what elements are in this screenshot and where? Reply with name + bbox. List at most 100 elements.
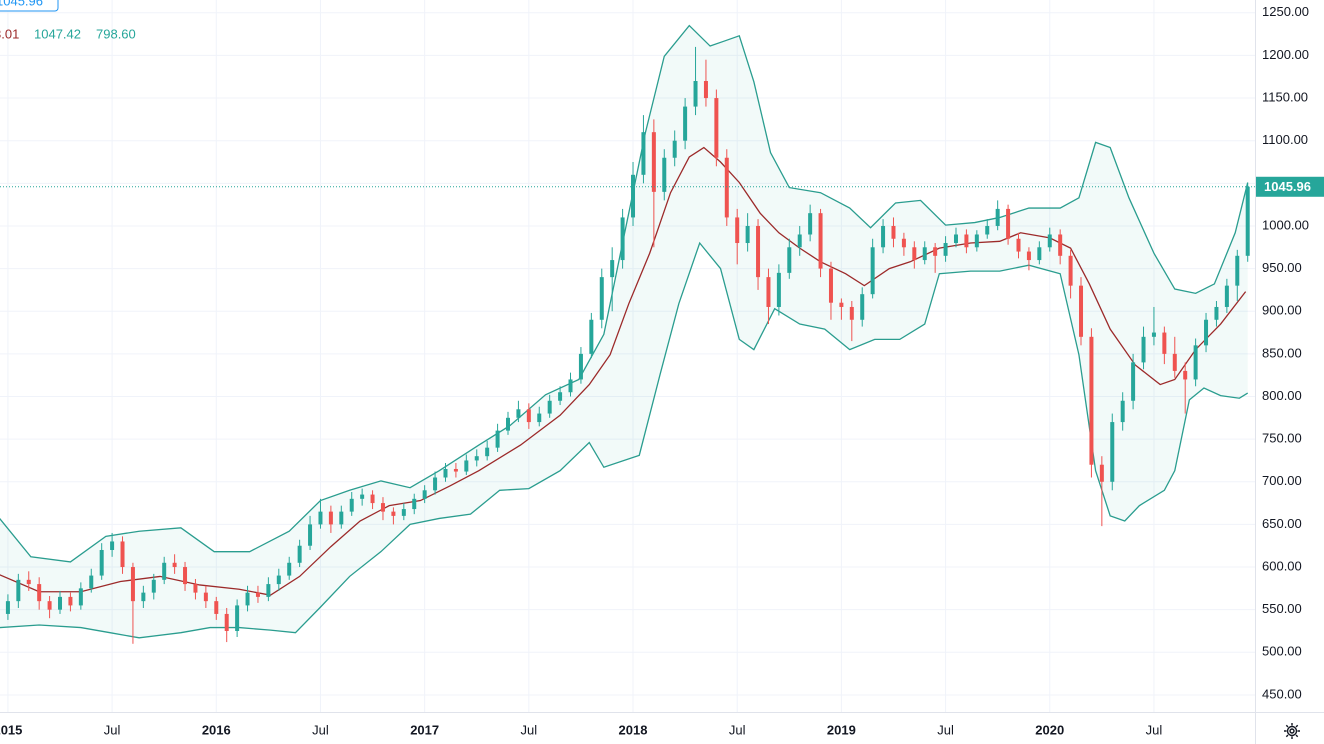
candle-body	[245, 592, 250, 606]
candle-body	[172, 562, 177, 568]
candle-body	[485, 447, 490, 457]
candle-body	[412, 498, 417, 510]
x-tick-label: Jul	[312, 722, 329, 737]
y-tick-label: 450.00	[1262, 686, 1302, 701]
y-tick-label: 750.00	[1262, 431, 1302, 446]
candle-body	[235, 605, 240, 631]
candle-body	[203, 592, 208, 602]
candle-body	[308, 524, 313, 546]
y-tick-label: 650.00	[1262, 516, 1302, 531]
candle-body	[474, 456, 479, 461]
y-tick-label: 950.00	[1262, 260, 1302, 275]
candle-body	[5, 601, 10, 614]
x-tick-label: 2016	[202, 722, 231, 737]
y-tick-label: 850.00	[1262, 345, 1302, 360]
candle-body	[589, 319, 594, 354]
candle-body	[808, 213, 813, 235]
candle-body	[162, 562, 167, 580]
candle-body	[558, 392, 563, 401]
candle-body	[1131, 362, 1136, 401]
candle-body	[974, 234, 979, 248]
y-tick-label: 1000.00	[1262, 217, 1309, 232]
candle-body	[1214, 306, 1219, 320]
y-tick-label: 600.00	[1262, 558, 1302, 573]
axes: 450.00 500.00 550.00 600.00 650.00 700.00 750.…	[0, 4, 1324, 737]
candle-body	[422, 490, 427, 499]
candle-body	[26, 579, 31, 585]
candle-body	[99, 549, 104, 576]
candle-body	[1183, 370, 1188, 380]
candle-body	[933, 247, 938, 256]
candle-body	[1141, 336, 1146, 363]
candle-body	[568, 379, 573, 393]
candle-body	[110, 541, 115, 550]
candle-body	[537, 413, 542, 423]
candle-body	[610, 260, 615, 278]
candle-body	[828, 268, 833, 303]
x-tick-label: Jul	[521, 722, 538, 737]
settings-icon[interactable]	[1284, 723, 1300, 739]
candle-body	[130, 567, 135, 602]
candle-body	[1026, 251, 1031, 261]
y-tick-label: 700.00	[1262, 473, 1302, 488]
y-tick-label: 900.00	[1262, 303, 1302, 318]
x-tick-label: Jul	[729, 722, 746, 737]
candle-body	[47, 601, 52, 610]
candle-body	[214, 601, 219, 614]
candle-body	[901, 238, 906, 248]
candle-body	[1099, 464, 1104, 482]
candle-body	[578, 353, 583, 380]
price-label: 1045.96	[1264, 179, 1311, 194]
candle-body	[37, 584, 42, 602]
candle-body	[662, 157, 667, 192]
candle-body	[78, 588, 83, 606]
candle-body	[1151, 332, 1156, 337]
candle-body	[891, 225, 896, 239]
candle-body	[141, 592, 146, 602]
candle-body	[1068, 255, 1073, 286]
x-tick-label: Jul	[1146, 722, 1163, 737]
grid	[0, 0, 1255, 712]
candle-body	[453, 468, 458, 472]
candle-body	[287, 562, 292, 576]
candle-body	[328, 511, 333, 525]
x-tick-label: 2018	[619, 722, 648, 737]
candle-body	[1047, 234, 1052, 248]
candle-body	[922, 247, 927, 261]
candle-body	[339, 511, 344, 525]
candle-body	[776, 272, 781, 307]
candle-body	[745, 225, 750, 244]
candle-body	[183, 567, 188, 585]
candle-body	[495, 430, 500, 448]
candle-body	[1058, 234, 1063, 256]
candle-body	[360, 494, 365, 499]
candle-body	[839, 302, 844, 307]
candle-body	[1162, 332, 1167, 354]
x-tick-label: 2017	[410, 722, 439, 737]
band-line	[0, 146, 1247, 596]
x-tick-label: 2015	[0, 722, 22, 737]
candle-body	[1110, 422, 1115, 482]
candle-body	[1204, 319, 1209, 346]
legend-price-box	[0, 0, 59, 12]
y-tick-label: 1200.00	[1262, 47, 1309, 62]
candle-body	[266, 584, 271, 597]
x-tick-label: 2019	[827, 722, 856, 737]
candle-body	[464, 460, 469, 472]
candle-body	[380, 503, 385, 512]
candle-body	[693, 81, 698, 107]
y-tick-label: 1150.00	[1262, 89, 1308, 104]
band-line	[0, 24, 1249, 563]
candle-body	[255, 592, 260, 597]
candle-body	[995, 208, 1000, 226]
candle-body	[58, 596, 63, 610]
candle-body	[193, 584, 198, 593]
candle-body	[631, 174, 636, 218]
x-tick-label: Jul	[104, 722, 121, 737]
candle-body	[964, 234, 969, 248]
candle-body	[651, 132, 656, 192]
y-tick-label: 550.00	[1262, 601, 1302, 616]
candle-body	[433, 477, 438, 491]
